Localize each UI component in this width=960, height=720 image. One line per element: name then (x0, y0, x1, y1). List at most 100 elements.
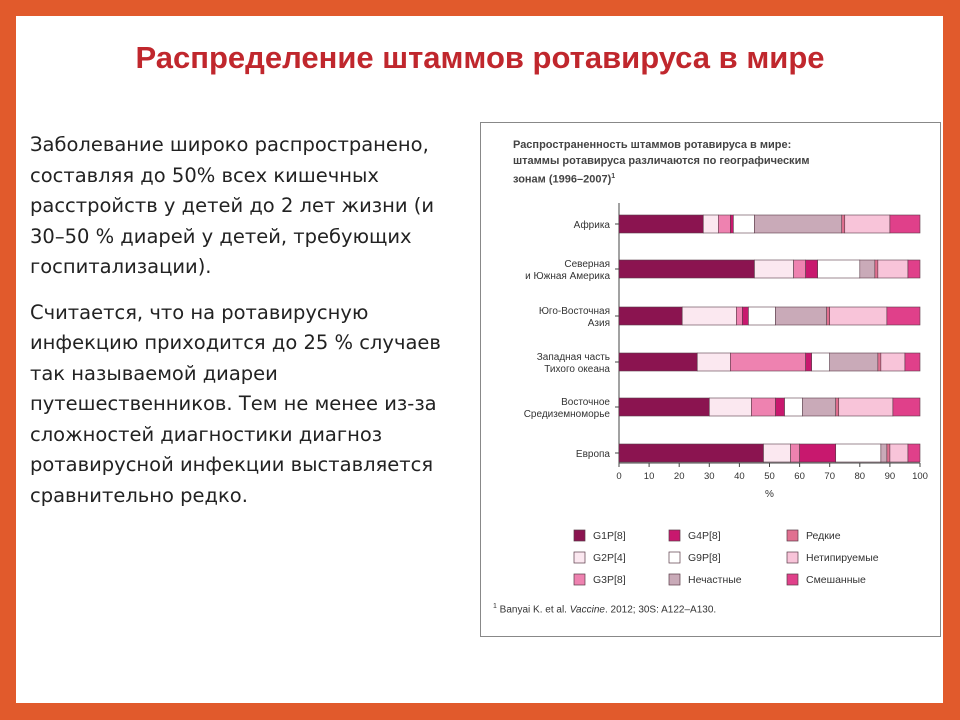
bar-segment (618, 306, 683, 326)
bar-segment (742, 306, 749, 326)
bar-segment (880, 352, 906, 372)
bar-segment (859, 259, 876, 279)
legend-swatch (668, 573, 681, 586)
bar-segment (702, 214, 719, 234)
bar-segment (730, 352, 806, 372)
chart-title-line: зонам (1996–2007) (513, 173, 612, 186)
chart-title-superscript: 1 (611, 173, 616, 180)
bar-segment (886, 306, 921, 326)
legend-label: G9P[8] (688, 552, 721, 564)
bar-segment (793, 259, 806, 279)
legend-swatch (573, 529, 586, 542)
bar-segment (736, 306, 743, 326)
bar-segment (844, 214, 891, 234)
bar-segment (730, 214, 734, 234)
bar-segment (805, 352, 812, 372)
body-paragraph: Заболевание широко распространено, соста… (30, 133, 435, 278)
bar-segment (829, 352, 879, 372)
bar-segment (811, 352, 831, 372)
bar-segment (907, 443, 921, 463)
legend-swatch (668, 551, 681, 564)
footnote-text: Banyai K. et al. (496, 604, 570, 616)
x-tick-label: 30 (704, 471, 715, 482)
category-label: Средиземноморье (524, 409, 611, 420)
bar-segment (817, 259, 861, 279)
bar-segment (775, 397, 785, 417)
legend-swatch (786, 551, 799, 564)
category-label: и Южная Америка (525, 271, 610, 282)
footnote-marker: 1 (493, 603, 497, 610)
legend-swatch (573, 551, 586, 564)
category-label: Юго-Восточная (539, 306, 610, 317)
bar-segment (805, 259, 818, 279)
legend-swatch (786, 573, 799, 586)
slide-body: Заболевание широко распространено, соста… (30, 130, 470, 526)
bar-segment (696, 352, 731, 372)
bar-segment (748, 306, 776, 326)
legend-swatch (786, 529, 799, 542)
bar-segment (877, 352, 882, 372)
bar-segment (681, 306, 737, 326)
bar-segment (751, 397, 776, 417)
bar-segment (874, 259, 879, 279)
bar-segment (841, 214, 846, 234)
x-tick-label: 20 (674, 471, 685, 482)
bar-segment (838, 397, 894, 417)
bar-segment (709, 397, 752, 417)
bar-segment (835, 443, 882, 463)
bar-segment (618, 214, 704, 234)
x-axis-label: % (765, 489, 774, 500)
slide-title: Распределение штаммов ротавируса в мире (135, 40, 825, 75)
chart-footnote: 1 Banyai K. et al. Vaccine. 2012; 30S: A… (493, 603, 716, 615)
x-tick-label: 70 (824, 471, 835, 482)
legend-swatch (573, 573, 586, 586)
bar-segment (718, 214, 731, 234)
body-paragraph: Считается, что на ротавирусную инфекцию … (30, 300, 441, 507)
category-label: Европа (576, 449, 611, 460)
x-tick-label: 90 (885, 471, 896, 482)
footnote-journal: Vaccine (569, 604, 605, 616)
chart-figure: Распространенность штаммов ротавируса в … (480, 122, 941, 637)
x-tick-label: 100 (912, 471, 928, 482)
legend-label: G1P[8] (593, 530, 626, 542)
legend-swatch (668, 529, 681, 542)
bar-segment (754, 214, 843, 234)
bar-segment (618, 397, 710, 417)
x-tick-label: 50 (764, 471, 775, 482)
category-label: Африка (574, 219, 611, 231)
bar-segment (618, 352, 698, 372)
chart-title-line: Распространенность штаммов ротавируса в … (513, 139, 792, 151)
bar-segment (907, 259, 921, 279)
category-label: Восточное (561, 397, 610, 408)
x-tick-label: 0 (616, 471, 621, 482)
bar-segment (754, 259, 794, 279)
x-tick-label: 80 (855, 471, 866, 482)
legend-label: G3P[8] (593, 574, 626, 586)
category-label: Северная (564, 259, 610, 270)
chart-title: Распространенность штаммов ротавируса в … (513, 137, 933, 188)
x-tick-label: 40 (734, 471, 745, 482)
footnote-tail: . 2012; 30S: A122–A130. (604, 604, 717, 616)
category-label: Тихого океана (544, 364, 610, 375)
legend-label: Смешанные (806, 574, 866, 586)
bar-segment (889, 214, 921, 234)
legend-label: G4P[8] (688, 530, 721, 542)
bar-segment (904, 352, 921, 372)
x-tick-label: 10 (644, 471, 655, 482)
bar-segment (733, 214, 755, 234)
category-label: Азия (588, 318, 610, 329)
bar-segment (880, 443, 888, 463)
bar-segment (618, 443, 764, 463)
bar-segment (829, 306, 888, 326)
chart-title-line: штаммы ротавируса различаются по географ… (513, 155, 810, 167)
bar-segment (784, 397, 803, 417)
bar-segment (886, 443, 891, 463)
bar-segment (892, 397, 921, 417)
bar-segment (826, 306, 831, 326)
bar-segment (799, 443, 837, 463)
bar-segment (763, 443, 791, 463)
legend-label: G2P[4] (593, 552, 626, 564)
legend-label: Нетипируемые (806, 552, 879, 564)
legend-label: Редкие (806, 530, 841, 542)
